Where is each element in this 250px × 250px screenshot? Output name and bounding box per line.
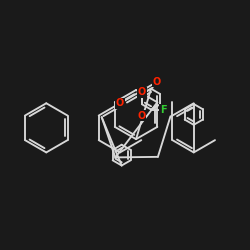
Text: O: O bbox=[138, 87, 146, 97]
Text: O: O bbox=[116, 98, 124, 108]
Text: F: F bbox=[160, 104, 166, 115]
Text: O: O bbox=[153, 77, 161, 87]
Text: O: O bbox=[137, 110, 145, 120]
